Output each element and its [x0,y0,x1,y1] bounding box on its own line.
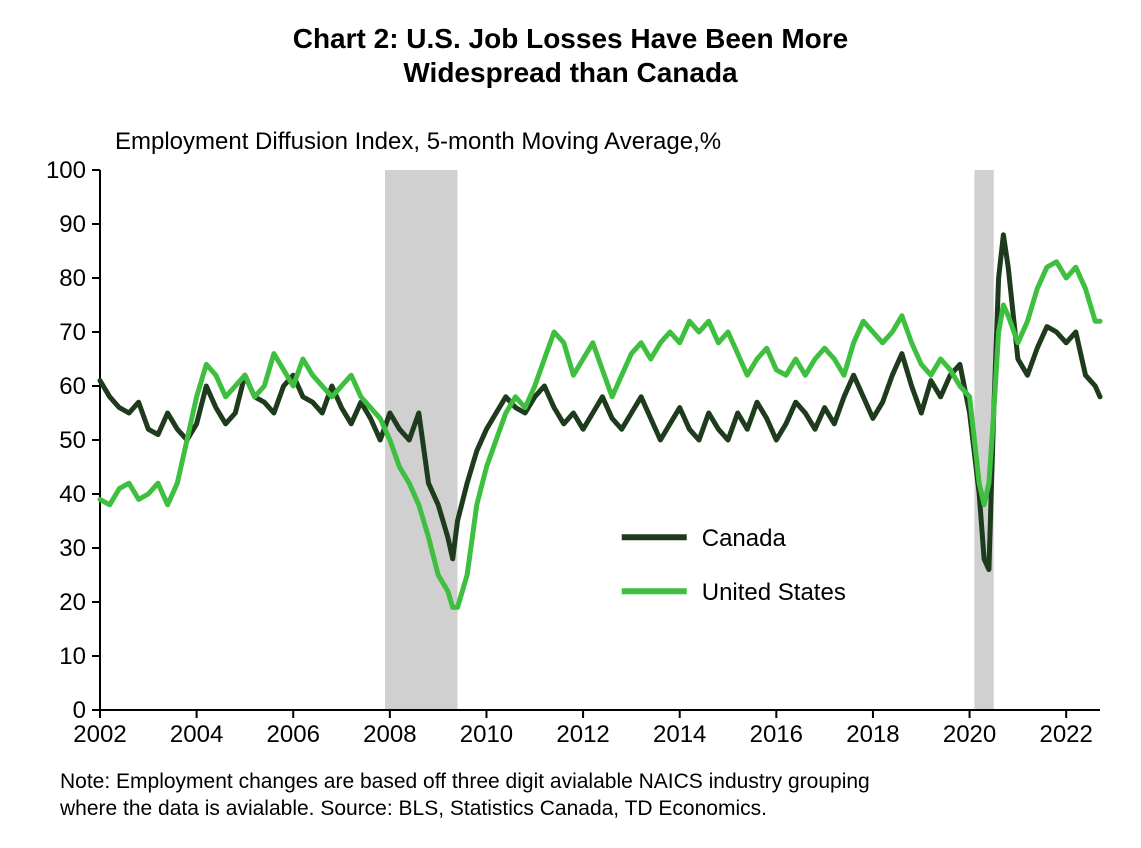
x-tick-label: 2012 [556,721,609,748]
chart-svg: 0 10 20 30 40 50 60 70 80 90 100 2002 2004 2006 2008 20… [0,0,1141,848]
x-tick-label: 2002 [73,721,126,748]
chart-note-line2: where the data is avialable. Source: BLS… [60,795,870,822]
series-canada [100,235,1100,570]
x-tick-label: 2022 [1039,721,1092,748]
y-tick-label: 100 [46,157,86,184]
x-tick-label: 2014 [653,721,706,748]
series-united-states [100,262,1100,608]
y-tick-label: 10 [59,643,86,670]
x-tick-label: 2016 [750,721,803,748]
chart-note: Note: Employment changes are based off t… [60,768,870,823]
legend-label-canada: Canada [702,525,787,552]
y-tick-label: 30 [59,535,86,562]
chart-note-line1: Note: Employment changes are based off t… [60,768,870,795]
y-tick-label: 70 [59,319,86,346]
y-tick-label: 0 [73,697,86,724]
x-tick-label: 2018 [846,721,899,748]
x-tick-label: 2008 [363,721,416,748]
legend-label-us: United States [702,579,846,606]
y-tick-label: 40 [59,481,86,508]
x-tick-label: 2004 [170,721,223,748]
y-tick-label: 80 [59,265,86,292]
x-tick-label: 2006 [267,721,320,748]
y-tick-label: 50 [59,427,86,454]
x-tick-label: 2010 [460,721,513,748]
y-tick-label: 20 [59,589,86,616]
y-tick-label: 90 [59,211,86,238]
y-tick-label: 60 [59,373,86,400]
x-tick-label: 2020 [943,721,996,748]
